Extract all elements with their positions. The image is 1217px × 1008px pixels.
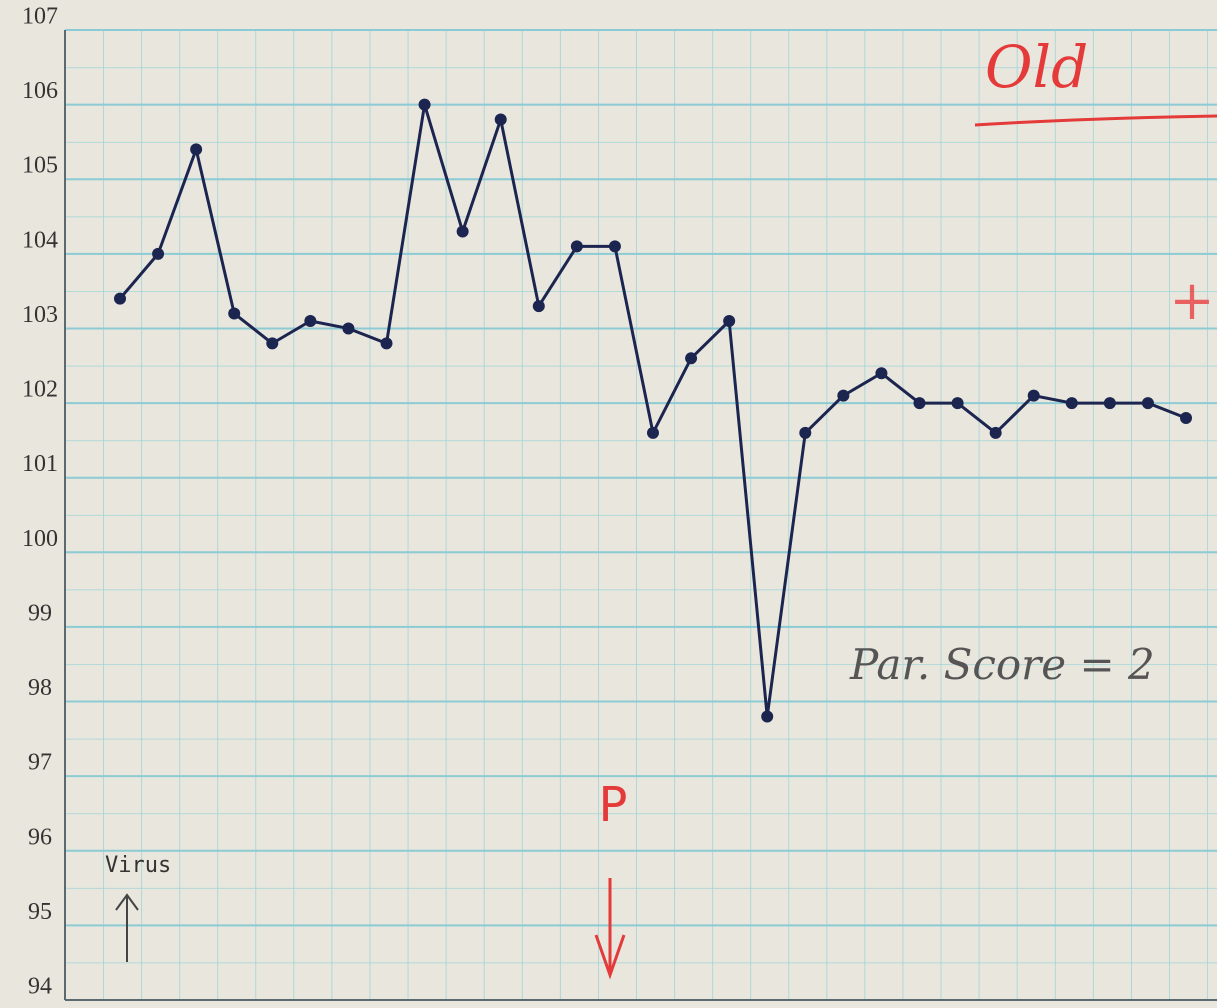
data-point — [951, 397, 964, 410]
data-point — [304, 315, 317, 327]
data-point — [647, 426, 659, 439]
data-point — [1065, 397, 1078, 410]
data-point — [799, 426, 812, 439]
data-point — [228, 307, 241, 320]
y-tick-label: 97 — [28, 750, 52, 776]
data-point — [685, 352, 698, 365]
data-point — [1180, 412, 1192, 424]
y-tick-label: 95 — [28, 899, 52, 925]
data-point — [266, 337, 279, 350]
data-point — [114, 292, 126, 305]
y-tick-label: 102 — [22, 377, 58, 403]
plot — [114, 98, 1192, 723]
y-tick-label: 99 — [28, 600, 52, 626]
data-point — [418, 98, 431, 111]
data-point — [1103, 397, 1116, 410]
data-point — [152, 247, 165, 260]
annotation: Par. Score = 2 — [849, 640, 1155, 689]
y-tick-label: 107 — [22, 4, 58, 30]
y-tick-label: 104 — [22, 227, 58, 253]
annotation: Virus — [105, 853, 171, 878]
arrow-up — [115, 893, 139, 962]
data-point — [190, 143, 203, 156]
data-point — [723, 315, 736, 327]
data-point — [494, 113, 507, 126]
y-tick-label: 106 — [22, 78, 58, 104]
data-point — [1141, 397, 1154, 410]
annotation: + — [1169, 269, 1214, 332]
y-tick-label: 98 — [28, 675, 52, 701]
annotation: P — [599, 777, 628, 833]
data-point — [570, 240, 583, 253]
annotation: Old — [985, 33, 1088, 101]
y-tick-label: 94 — [28, 974, 52, 1000]
y-tick-label: 96 — [28, 824, 52, 850]
data-point — [837, 389, 850, 402]
data-point — [761, 710, 774, 723]
underline — [974, 114, 1217, 127]
data-point — [456, 225, 469, 238]
grid — [65, 29, 1217, 1001]
data-point — [608, 240, 621, 253]
data-point — [875, 367, 888, 380]
y-tick-label: 101 — [22, 451, 58, 477]
data-point — [342, 322, 355, 335]
data-point — [1027, 389, 1040, 402]
y-tick-label: 103 — [22, 302, 58, 328]
y-tick-label: 100 — [22, 526, 58, 552]
graph-paper — [65, 30, 1217, 1000]
data-point — [380, 337, 393, 350]
y-tick-label: 105 — [22, 153, 58, 179]
data-point — [989, 426, 1002, 439]
data-point — [532, 300, 545, 313]
data-point — [913, 397, 926, 410]
arrow-down — [594, 878, 626, 980]
